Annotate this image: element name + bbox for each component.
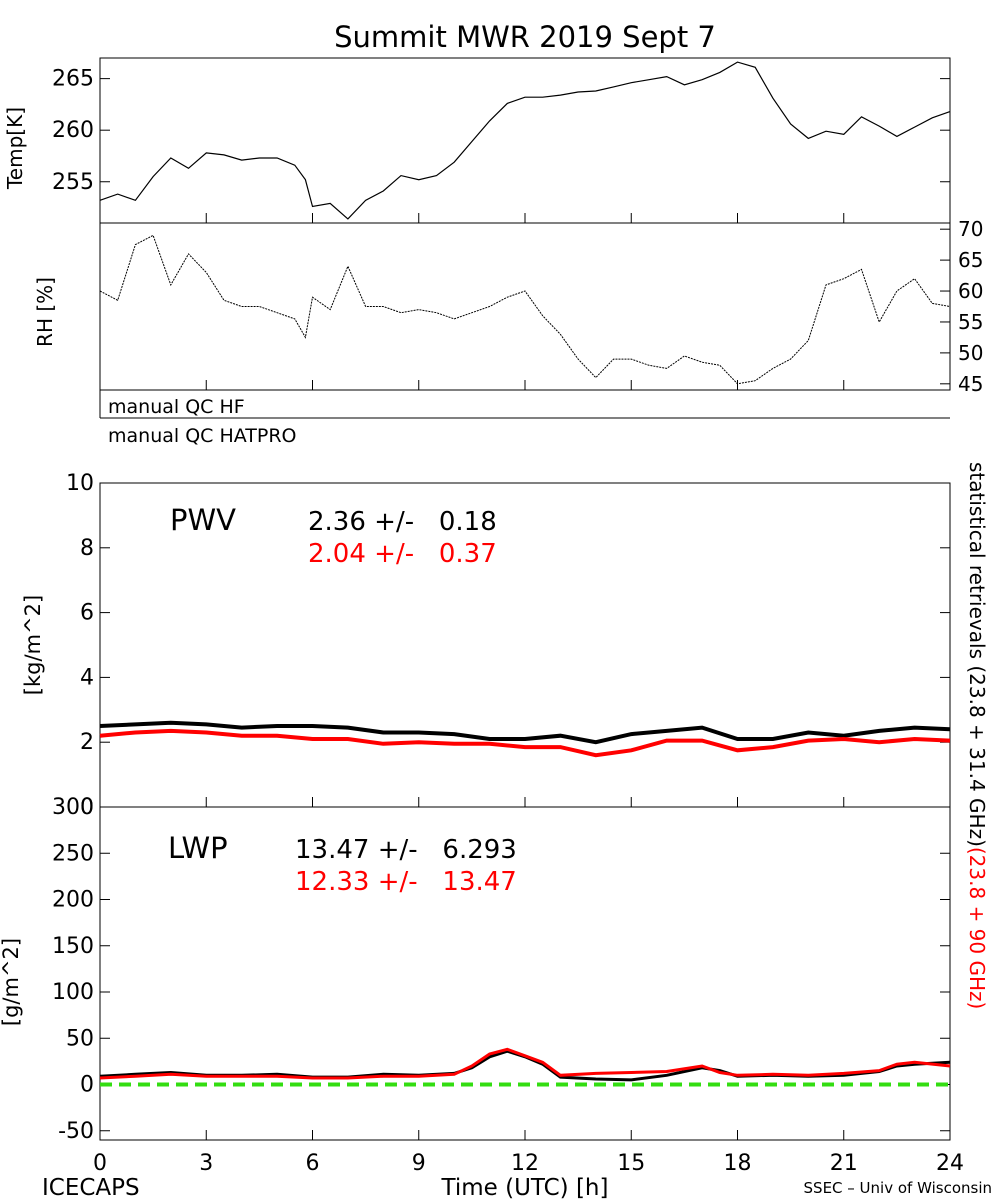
temp-y-ticks: 255 260 265	[52, 67, 950, 195]
lwp-tick-label: 300	[52, 795, 94, 820]
x-axis-ticks: 0 3 6 9 12 15 18 21 24	[93, 213, 964, 1176]
lwp-stat-black: 13.47 +/- 6.293	[295, 835, 517, 865]
side-label: statistical retrievals (23.8 + 31.4 GHz)…	[965, 462, 989, 1009]
side-label-black: statistical retrievals (23.8 + 31.4 GHz)	[965, 462, 989, 847]
x-tick-label: 15	[617, 1151, 645, 1176]
figure-title: Summit MWR 2019 Sept 7	[334, 20, 716, 54]
rh-tick-label: 65	[958, 248, 983, 272]
x-tick-label: 3	[199, 1151, 213, 1176]
pwv-tick-label: 0	[80, 795, 94, 820]
rh-tick-label: 50	[958, 341, 983, 365]
rh-tick-label: 55	[958, 310, 983, 334]
temp-series-line	[99, 61, 951, 220]
qc-flag-hf: manual QC HF	[108, 396, 245, 418]
lwp-tick-label: 100	[52, 980, 94, 1005]
footer-right: SSEC – Univ of Wisconsin	[804, 1179, 992, 1197]
rh-panel: 45 50 55 60 65 70 RH [%]	[33, 217, 983, 396]
temp-frame	[99, 57, 951, 224]
qc-flags: manual QC HF manual QC HATPRO	[99, 390, 950, 447]
footer-center: Time (UTC) [h]	[441, 1175, 609, 1200]
pwv-tick-label: 10	[66, 471, 94, 496]
lwp-tick-label: 200	[52, 888, 94, 913]
rh-tick-label: 45	[958, 372, 983, 396]
lwp-red-series	[99, 1047, 951, 1080]
pwv-tick-label: 6	[80, 601, 94, 626]
x-tick-label: 24	[936, 1151, 964, 1176]
lwp-y-ticks: -50 0 50 100 150 200 250 300	[52, 795, 950, 1144]
pwv-y-ticks: 0 2 4 6 8 10	[66, 471, 950, 820]
temp-ylabel: Temp[K]	[3, 107, 27, 190]
lwp-stat-red: 12.33 +/- 13.47	[295, 867, 517, 897]
pwv-label: PWV	[170, 503, 236, 537]
qc-flag-hatpro: manual QC HATPRO	[108, 425, 297, 447]
x-tick-label: 21	[830, 1151, 858, 1176]
lwp-tick-label: 250	[52, 841, 94, 866]
temp-panel: 255 260 265 Temp[K]	[3, 57, 951, 224]
x-tick-label: 9	[412, 1151, 426, 1176]
pwv-stat-red: 2.04 +/- 0.37	[308, 539, 497, 569]
x-tick-label: 6	[306, 1151, 320, 1176]
rh-frame	[99, 222, 951, 391]
pwv-black-series	[99, 720, 951, 745]
lwp-panel: -50 0 50 100 150 200 250 300 [g/m^2] LWP 13.47 …	[0, 795, 951, 1144]
lwp-ylabel: [g/m^2]	[0, 938, 23, 1026]
x-tick-label: 0	[93, 1151, 107, 1176]
x-tick-label: 12	[511, 1151, 539, 1176]
pwv-stat-black: 2.36 +/- 0.18	[308, 507, 497, 537]
temp-tick-label: 255	[52, 170, 94, 195]
temp-tick-label: 260	[52, 118, 94, 143]
rh-tick-label: 60	[958, 279, 983, 303]
temp-tick-label: 265	[52, 67, 94, 92]
rh-series-line	[99, 234, 951, 385]
lwp-label: LWP	[168, 831, 228, 865]
x-tick-label: 18	[724, 1151, 752, 1176]
lwp-tick-label: 150	[52, 934, 94, 959]
pwv-panel: 0 2 4 6 8 10 [kg/m^2] PWV 2.36 +/- 0.18 2.04 …	[21, 471, 951, 820]
pwv-ylabel: [kg/m^2]	[21, 595, 45, 695]
rh-tick-label: 70	[958, 217, 983, 241]
lwp-tick-label: 0	[80, 1073, 94, 1098]
side-label-red: (23.8 + 90 GHz)	[965, 847, 989, 1009]
pwv-tick-label: 4	[80, 665, 94, 690]
pwv-tick-label: 8	[80, 536, 94, 561]
pwv-tick-label: 2	[80, 730, 94, 755]
lwp-tick-label: 50	[66, 1026, 94, 1051]
pwv-red-series	[99, 728, 951, 758]
rh-ylabel: RH [%]	[33, 277, 57, 347]
rh-y-ticks: 45 50 55 60 65 70	[940, 217, 983, 396]
lwp-tick-label: -50	[58, 1119, 94, 1144]
footer-left: ICECAPS	[42, 1175, 140, 1200]
